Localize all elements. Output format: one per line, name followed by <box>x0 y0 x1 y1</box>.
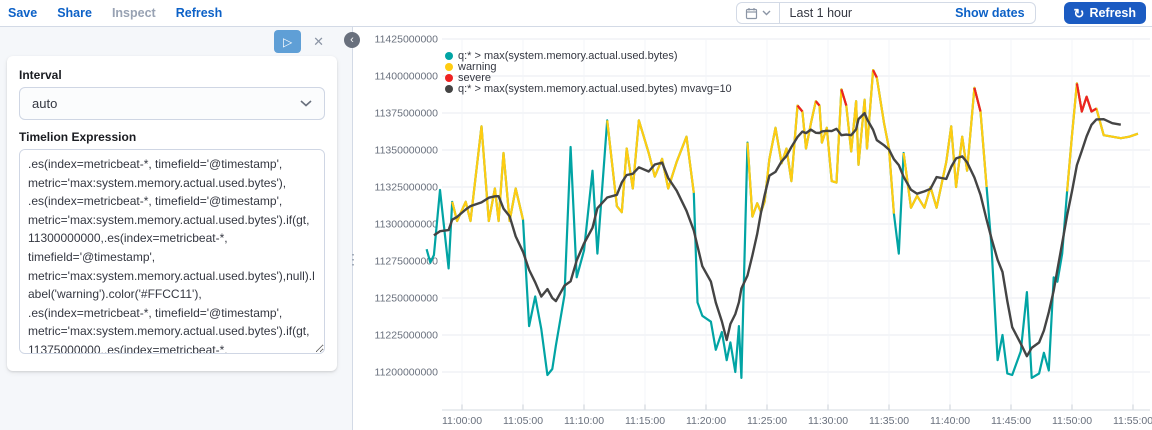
timelion-chart[interactable]: 11425000000 11400000000 11375000000 1135000… <box>353 27 1152 430</box>
legend-item[interactable]: warning <box>445 60 732 73</box>
legend-color-dot <box>445 62 453 71</box>
interval-label: Interval <box>19 68 62 82</box>
legend-color-dot <box>445 84 453 93</box>
panel-resize-handle[interactable]: ⋮ <box>346 251 360 267</box>
svg-text:11:05:00: 11:05:00 <box>503 415 543 427</box>
refresh-button[interactable]: ↻ Refresh <box>1063 2 1146 24</box>
chevron-down-icon <box>762 10 771 16</box>
svg-text:11:45:00: 11:45:00 <box>991 415 1031 427</box>
interval-select[interactable]: auto <box>19 87 325 120</box>
close-icon[interactable]: ✕ <box>313 33 324 49</box>
inspect-button[interactable]: Inspect <box>111 6 156 20</box>
timelion-expression-input[interactable]: .es(index=metricbeat-*, timefield='@time… <box>19 149 325 354</box>
legend-color-dot <box>445 51 453 60</box>
svg-text:11400000000: 11400000000 <box>375 71 439 83</box>
svg-text:11:40:00: 11:40:00 <box>930 415 970 427</box>
legend-label: q:* > max(system.memory.actual.used.byte… <box>458 49 678 62</box>
interval-value: auto <box>32 96 58 111</box>
collapse-editor-button[interactable]: ‹ <box>344 32 360 48</box>
legend-item[interactable]: q:* > max(system.memory.actual.used.byte… <box>445 82 732 95</box>
refresh-link[interactable]: Refresh <box>175 6 223 20</box>
expression-label: Timelion Expression <box>19 130 137 144</box>
svg-text:11:00:00: 11:00:00 <box>442 415 482 427</box>
svg-text:11300000000: 11300000000 <box>375 219 439 231</box>
date-picker-button[interactable] <box>736 3 780 23</box>
time-range-display[interactable]: Last 1 hour Show dates <box>780 3 1035 23</box>
time-range-value: Last 1 hour <box>789 6 853 20</box>
time-picker: Last 1 hour Show dates <box>735 2 1036 24</box>
svg-text:11275000000: 11275000000 <box>375 256 439 268</box>
chart-legend: q:* > max(system.memory.actual.used.byte… <box>445 49 732 95</box>
svg-text:11200000000: 11200000000 <box>375 367 439 379</box>
refresh-icon: ↻ <box>1073 5 1085 21</box>
svg-text:11:50:00: 11:50:00 <box>1052 415 1092 427</box>
expression-editor-card: Interval auto Timelion Expression .es(in… <box>7 56 337 371</box>
show-dates-button[interactable]: Show dates <box>955 6 1025 20</box>
svg-text:11350000000: 11350000000 <box>375 145 439 157</box>
legend-label: warning <box>458 60 497 73</box>
legend-item[interactable]: severe <box>445 71 732 84</box>
legend-label: q:* > max(system.memory.actual.used.byte… <box>458 82 732 95</box>
play-icon: ▷ <box>282 34 293 49</box>
svg-text:11250000000: 11250000000 <box>375 293 439 305</box>
top-toolbar: Save Share Inspect Refresh Last 1 hour S… <box>0 0 1152 27</box>
svg-text:11:35:00: 11:35:00 <box>869 415 909 427</box>
svg-text:11:25:00: 11:25:00 <box>747 415 787 427</box>
content-area: ▷ ✕ Interval auto Timelion Expression .e… <box>0 27 1152 430</box>
svg-text:11425000000: 11425000000 <box>375 34 439 46</box>
svg-text:11:15:00: 11:15:00 <box>625 415 665 427</box>
share-button[interactable]: Share <box>57 6 92 20</box>
timelion-editor-panel: ▷ ✕ Interval auto Timelion Expression .e… <box>0 27 360 430</box>
svg-text:11375000000: 11375000000 <box>375 108 439 120</box>
editor-header: ▷ ✕ <box>0 27 352 56</box>
chart-panel: ‹ q:* > max(system.memory.actual.used.by… <box>344 27 1152 430</box>
svg-text:11:10:00: 11:10:00 <box>564 415 604 427</box>
save-button[interactable]: Save <box>8 6 38 20</box>
legend-item[interactable]: q:* > max(system.memory.actual.used.byte… <box>445 49 732 62</box>
legend-color-dot <box>445 73 453 82</box>
svg-text:11:30:00: 11:30:00 <box>808 415 848 427</box>
calendar-icon <box>745 7 757 19</box>
svg-text:11325000000: 11325000000 <box>375 182 439 194</box>
legend-label: severe <box>458 71 492 84</box>
run-expression-button[interactable]: ▷ <box>274 30 302 53</box>
svg-text:11:20:00: 11:20:00 <box>686 415 726 427</box>
svg-text:11:55:00: 11:55:00 <box>1113 415 1152 427</box>
chevron-down-icon <box>300 100 312 107</box>
refresh-button-label: Refresh <box>1089 6 1136 20</box>
svg-text:11225000000: 11225000000 <box>375 330 439 342</box>
